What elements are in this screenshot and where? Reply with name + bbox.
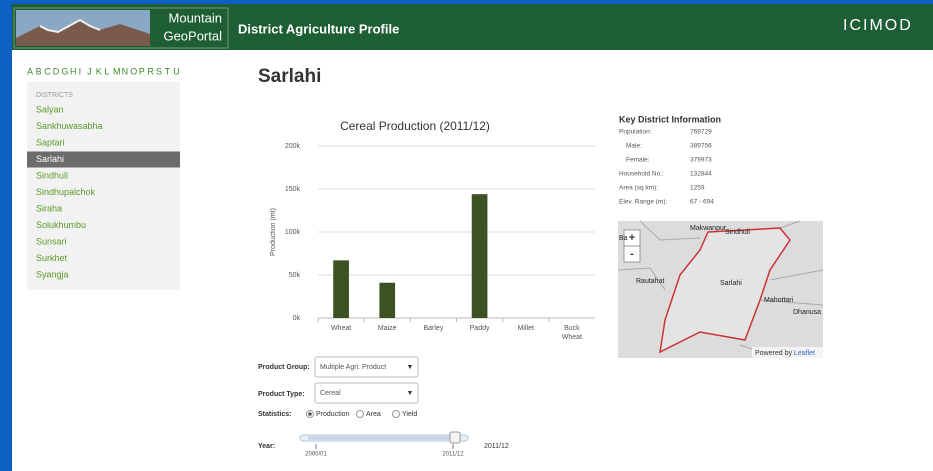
screen: Mountain GeoPortal District Agriculture … bbox=[0, 0, 933, 471]
letter-link[interactable]: K bbox=[96, 66, 102, 76]
slider-min: 2000/01 bbox=[305, 452, 327, 458]
attribution-link[interactable]: Leaflet bbox=[794, 350, 815, 357]
x-tick-label: Paddy bbox=[467, 324, 493, 333]
info-label: Household No.: bbox=[619, 171, 664, 178]
info-label: Population: bbox=[619, 129, 652, 136]
info-label: Area (sq km): bbox=[619, 185, 658, 192]
district-link[interactable]: Solukhumbu bbox=[36, 220, 86, 230]
map-label: Dhanusa bbox=[793, 309, 821, 316]
letter-link[interactable]: L bbox=[104, 66, 109, 76]
letter-link[interactable]: P bbox=[139, 66, 145, 76]
control-label: Statistics: bbox=[258, 411, 291, 418]
x-tick-label: Maize bbox=[374, 324, 400, 333]
control-label: Product Group: bbox=[258, 364, 310, 371]
district-link[interactable]: Surkhet bbox=[36, 253, 68, 263]
district-link[interactable]: Sarlahi bbox=[36, 154, 64, 164]
x-tick-label: Millet bbox=[513, 324, 539, 333]
info-label: Male: bbox=[626, 143, 642, 150]
letter-link[interactable]: A bbox=[27, 66, 33, 76]
page: Mountain GeoPortal District Agriculture … bbox=[0, 0, 933, 471]
letter-link[interactable]: U bbox=[173, 66, 180, 76]
radio-label[interactable]: Yield bbox=[402, 411, 417, 418]
district-link[interactable]: Saptari bbox=[36, 137, 65, 147]
district-link[interactable]: Syangja bbox=[36, 269, 69, 279]
chart-title: Cereal Production (2011/12) bbox=[340, 119, 490, 133]
info-value: 769729 bbox=[690, 129, 712, 136]
district-link[interactable]: Sindhuli bbox=[36, 170, 68, 180]
info-value: 379973 bbox=[690, 157, 712, 164]
attribution-text: Powered by bbox=[755, 350, 792, 357]
slider-handle[interactable] bbox=[450, 432, 460, 443]
map-label: Mahottari bbox=[764, 297, 794, 304]
letter-link[interactable]: O bbox=[130, 66, 137, 76]
info-value: 389756 bbox=[690, 143, 712, 150]
slider-range bbox=[308, 436, 455, 440]
zoom-in[interactable]: + bbox=[629, 232, 635, 244]
radio-dot bbox=[308, 412, 312, 416]
logo-text: GeoPortal bbox=[163, 28, 222, 43]
info-value: 67 - 694 bbox=[690, 199, 714, 206]
info-value: 1259 bbox=[690, 185, 705, 192]
letter-link[interactable]: B bbox=[36, 66, 42, 76]
slider-max: 2011/12 bbox=[442, 452, 464, 458]
letter-link[interactable]: D bbox=[53, 66, 60, 76]
bar bbox=[379, 283, 395, 318]
x-tick-label: Buck Wheat bbox=[559, 324, 585, 342]
select-value[interactable]: Cereal bbox=[320, 390, 341, 397]
map-label: Makwanpur bbox=[690, 225, 727, 232]
info-label: Female: bbox=[626, 157, 650, 164]
letter-link[interactable]: J bbox=[87, 66, 92, 76]
letter-link[interactable]: C bbox=[44, 66, 51, 76]
select-arrow[interactable]: ▼ bbox=[407, 390, 414, 397]
district-link[interactable]: Salyan bbox=[36, 104, 64, 114]
letter-link[interactable]: R bbox=[147, 66, 154, 76]
y-tick-label: 0k bbox=[293, 315, 301, 322]
radio[interactable] bbox=[357, 411, 364, 418]
radio-label[interactable]: Area bbox=[366, 411, 381, 418]
bar bbox=[472, 194, 488, 318]
logo-text: Mountain bbox=[169, 10, 222, 25]
y-axis-label: Production (mt) bbox=[270, 208, 277, 256]
letter-link[interactable]: G bbox=[61, 66, 68, 76]
district-link[interactable]: Sankhuwasabha bbox=[36, 121, 103, 131]
letter-link[interactable]: H bbox=[70, 66, 77, 76]
letter-link[interactable]: M bbox=[113, 66, 121, 76]
letter-link[interactable]: N bbox=[122, 66, 129, 76]
zoom-out[interactable]: - bbox=[630, 248, 634, 260]
x-tick-label: Barley bbox=[420, 324, 446, 333]
letter-link[interactable]: I bbox=[79, 66, 82, 76]
map-label: Ba bbox=[619, 235, 628, 242]
brand[interactable]: ICIMOD bbox=[843, 17, 913, 34]
control-label: Year: bbox=[258, 443, 275, 450]
map-label: Rautahat bbox=[636, 278, 664, 285]
sidebar-heading: DISTRICTS bbox=[36, 92, 73, 99]
info-value: 132844 bbox=[690, 171, 712, 178]
slider-value: 2011/12 bbox=[484, 443, 509, 450]
map-label: Sindhuli bbox=[725, 229, 750, 236]
radio[interactable] bbox=[393, 411, 400, 418]
district-link[interactable]: Sunsari bbox=[36, 236, 67, 246]
x-tick-label: Wheat bbox=[328, 324, 354, 333]
attribution: Powered by Leaflet bbox=[755, 350, 815, 357]
y-tick-label: 150k bbox=[285, 186, 301, 193]
select-arrow[interactable]: ▼ bbox=[407, 364, 414, 371]
select-value[interactable]: Multiple Agri. Product bbox=[320, 364, 386, 371]
map-label: Sarlahi bbox=[720, 280, 742, 287]
info-label: Elev. Range (m): bbox=[619, 199, 667, 206]
y-tick-label: 100k bbox=[285, 229, 301, 236]
y-tick-label: 200k bbox=[285, 143, 301, 150]
header-bar bbox=[12, 4, 933, 50]
letter-link[interactable]: S bbox=[156, 66, 162, 76]
radio-label[interactable]: Production bbox=[316, 411, 350, 418]
district-link[interactable]: Sindhupalchok bbox=[36, 187, 96, 197]
app-title: District Agriculture Profile bbox=[238, 21, 399, 36]
key-info-title: Key District Information bbox=[619, 114, 721, 124]
letter-link[interactable]: T bbox=[165, 66, 171, 76]
bar bbox=[333, 260, 349, 318]
district-title: Sarlahi bbox=[258, 66, 321, 87]
district-link[interactable]: Siraha bbox=[36, 203, 62, 213]
control-label: Product Type: bbox=[258, 391, 305, 398]
y-tick-label: 50k bbox=[289, 272, 301, 279]
